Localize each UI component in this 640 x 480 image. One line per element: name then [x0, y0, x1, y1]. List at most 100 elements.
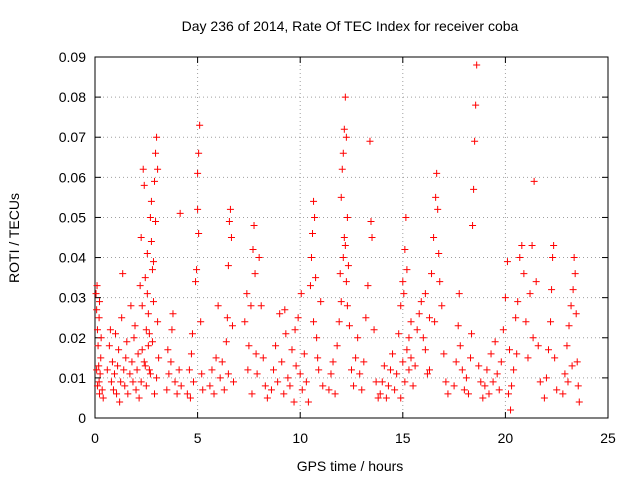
- data-point: [454, 322, 462, 330]
- x-axis-label: GPS time / hours: [297, 458, 404, 474]
- data-point: [199, 386, 207, 394]
- data-point: [198, 370, 206, 378]
- data-point: [536, 378, 544, 386]
- data-point: [107, 378, 115, 386]
- data-point: [165, 370, 173, 378]
- data-point: [278, 358, 286, 366]
- data-point: [310, 318, 318, 326]
- data-point: [356, 370, 364, 378]
- data-point: [228, 322, 236, 330]
- data-point: [168, 326, 176, 334]
- data-point: [96, 370, 104, 378]
- data-point: [547, 318, 555, 326]
- data-point: [194, 169, 202, 177]
- data-point: [574, 382, 582, 390]
- data-point: [335, 318, 343, 326]
- data-point: [524, 354, 532, 362]
- data-point: [218, 358, 226, 366]
- data-point: [337, 298, 345, 306]
- data-point: [382, 394, 390, 402]
- data-point: [286, 382, 294, 390]
- data-point: [331, 390, 339, 398]
- data-point: [352, 354, 360, 362]
- data-point: [224, 370, 232, 378]
- data-point: [193, 266, 201, 274]
- data-point: [510, 366, 518, 374]
- data-point: [409, 382, 417, 390]
- data-point: [96, 390, 104, 398]
- data-point: [302, 378, 310, 386]
- data-point: [380, 362, 388, 370]
- x-tick-label: 15: [395, 430, 411, 446]
- data-point: [93, 326, 101, 334]
- data-point: [435, 250, 443, 258]
- data-point: [93, 306, 101, 314]
- data-point: [97, 334, 105, 342]
- data-point: [532, 278, 540, 286]
- data-point: [296, 370, 304, 378]
- data-point: [206, 382, 214, 390]
- data-point: [93, 282, 101, 290]
- data-point: [343, 302, 351, 310]
- data-point: [501, 294, 509, 302]
- data-point: [419, 334, 427, 342]
- data-point: [175, 366, 183, 374]
- data-point: [188, 330, 196, 338]
- data-point: [110, 370, 118, 378]
- data-point: [130, 334, 138, 342]
- data-point: [397, 394, 405, 402]
- data-point: [407, 318, 415, 326]
- data-point: [127, 302, 135, 310]
- data-point: [417, 298, 425, 306]
- data-point: [145, 330, 153, 338]
- data-point: [421, 290, 429, 298]
- data-point: [516, 254, 524, 262]
- data-points: [92, 61, 583, 414]
- data-point: [508, 382, 516, 390]
- data-point: [112, 330, 120, 338]
- y-tick-label: 0.05: [59, 209, 86, 225]
- data-point: [506, 346, 514, 354]
- data-point: [250, 221, 258, 229]
- data-point: [113, 390, 121, 398]
- x-tick-label: 0: [91, 430, 99, 446]
- data-point: [136, 282, 144, 290]
- chart-title: Day 236 of 2014, Rate Of TEC Index for r…: [182, 18, 519, 34]
- data-point: [261, 382, 269, 390]
- data-point: [224, 262, 232, 270]
- data-point: [513, 350, 521, 358]
- data-point: [272, 342, 280, 350]
- data-point: [95, 378, 103, 386]
- data-point: [105, 342, 113, 350]
- data-point: [400, 290, 408, 298]
- data-point: [499, 326, 507, 334]
- data-point: [350, 382, 358, 390]
- data-point: [140, 358, 148, 366]
- data-point: [544, 346, 552, 354]
- data-point: [425, 366, 433, 374]
- data-point: [255, 254, 263, 262]
- data-point: [137, 378, 145, 386]
- data-point: [514, 298, 522, 306]
- data-point: [542, 374, 550, 382]
- data-point: [95, 314, 103, 322]
- data-point: [147, 197, 155, 205]
- data-point: [212, 354, 220, 362]
- data-point: [288, 346, 296, 354]
- data-point: [167, 358, 175, 366]
- data-point: [374, 394, 382, 402]
- data-point: [251, 270, 259, 278]
- data-point: [149, 258, 157, 266]
- data-point: [249, 246, 257, 254]
- data-point: [376, 390, 384, 398]
- data-point: [153, 133, 161, 141]
- data-point: [342, 133, 350, 141]
- y-axis-label: ROTI / TECUs: [6, 193, 22, 283]
- data-point: [122, 354, 130, 362]
- data-point: [309, 229, 317, 237]
- data-point: [397, 302, 405, 310]
- data-point: [144, 342, 152, 350]
- data-point: [171, 378, 179, 386]
- data-point: [144, 310, 152, 318]
- y-tick-label: 0: [78, 410, 86, 426]
